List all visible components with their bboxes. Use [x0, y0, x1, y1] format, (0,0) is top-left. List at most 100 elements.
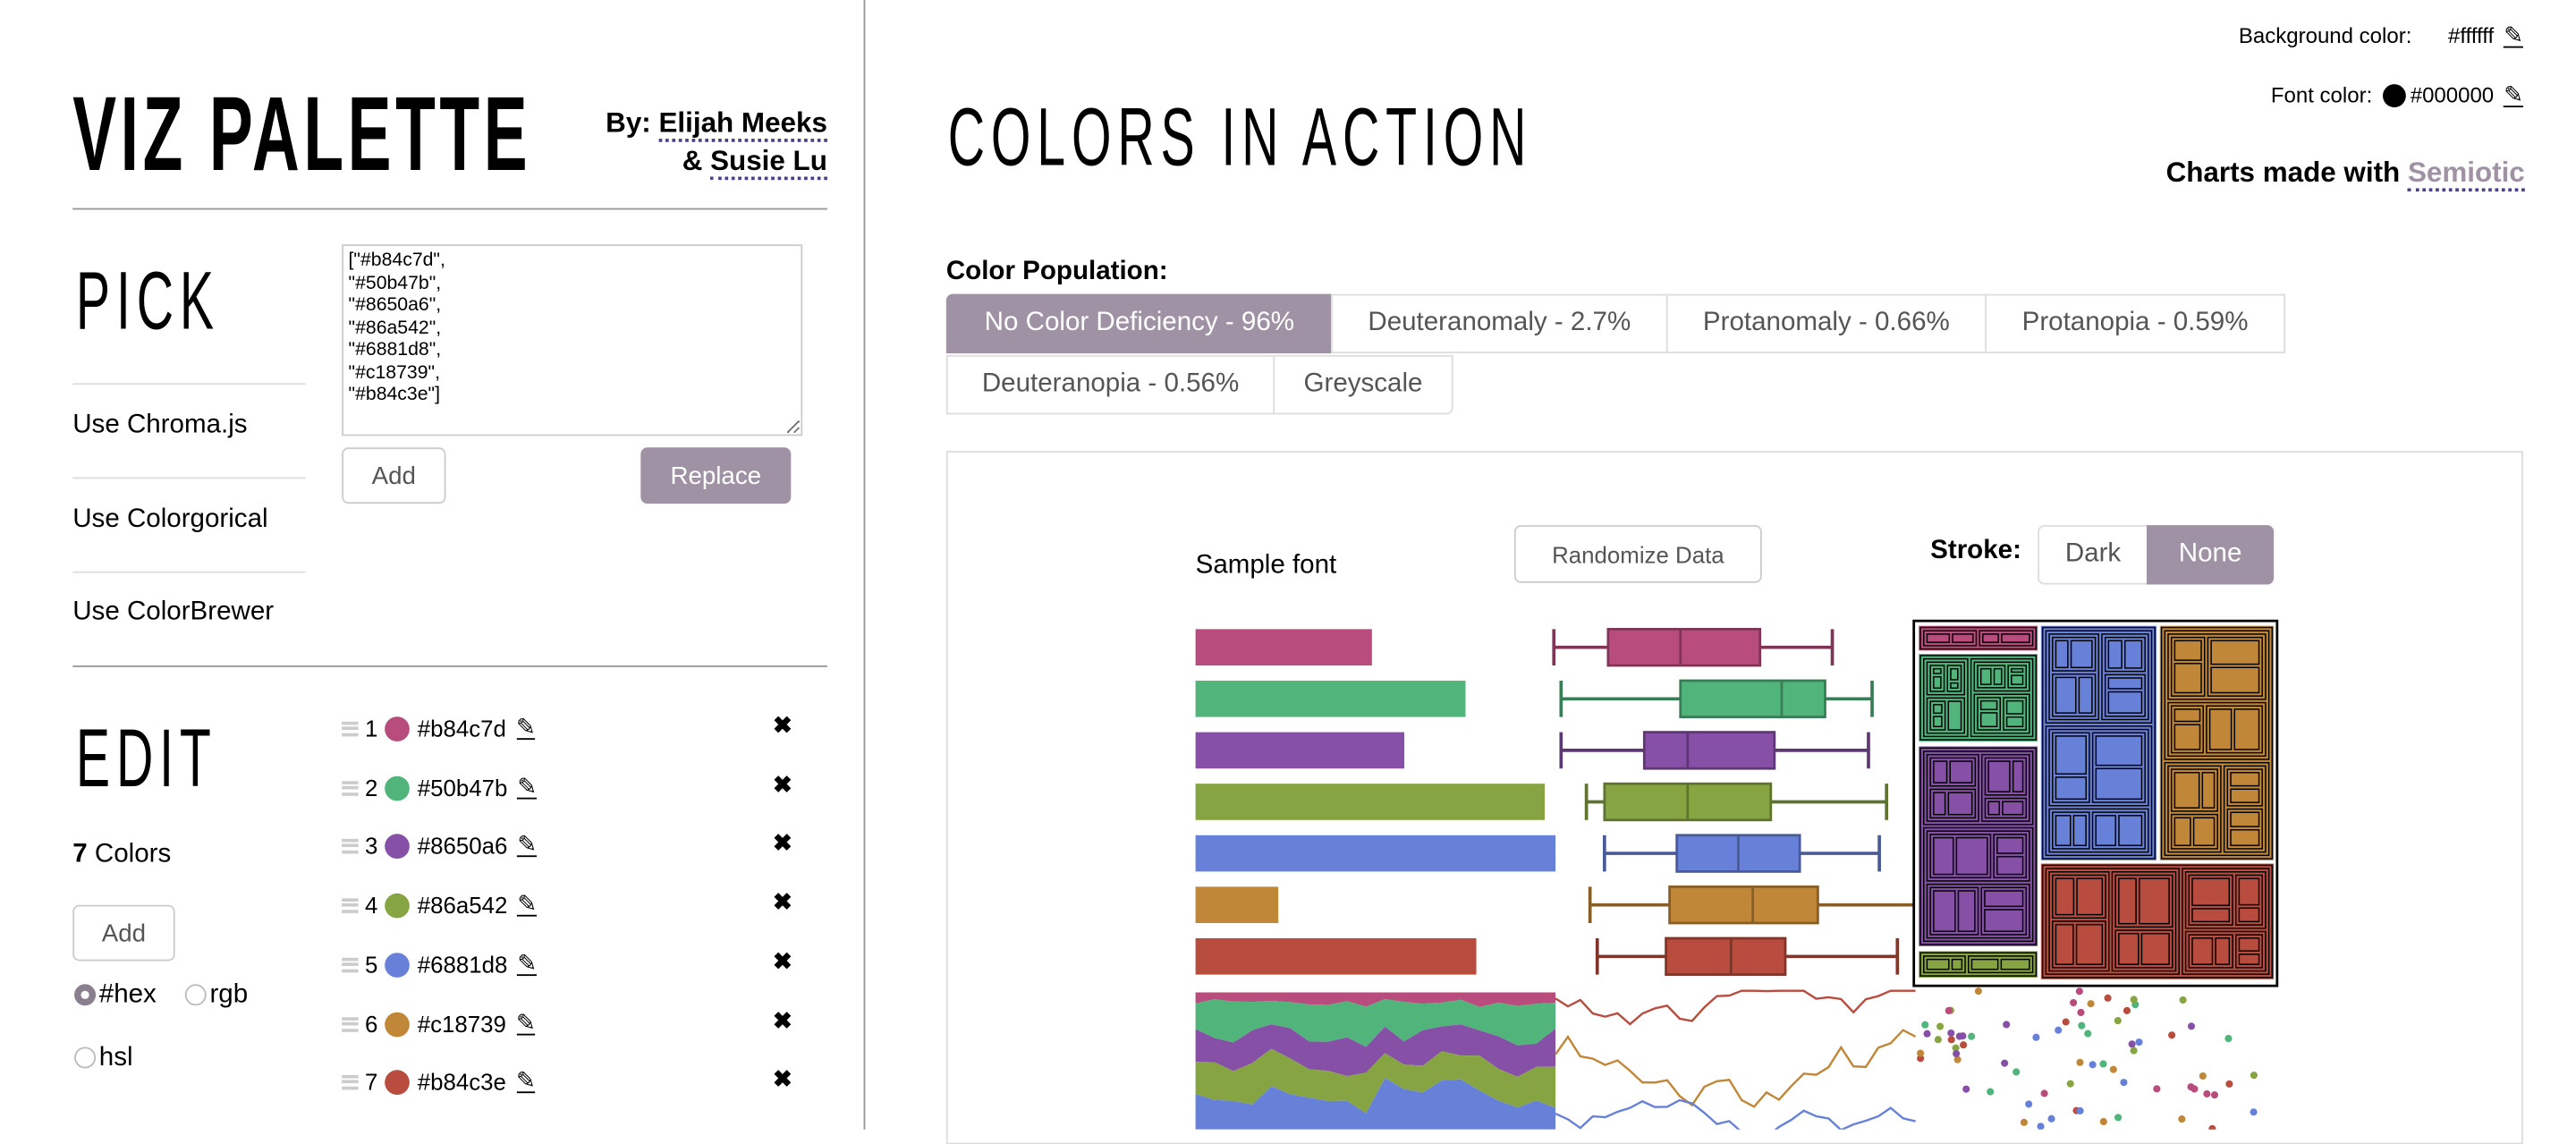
- color-swatch[interactable]: [384, 892, 410, 918]
- treemap-cell: [2095, 767, 2143, 801]
- stream-layer: [1195, 992, 1556, 1007]
- palette-textarea[interactable]: [342, 244, 803, 436]
- remove-color-icon[interactable]: ✖: [772, 771, 792, 798]
- tab-deuteranopia[interactable]: Deuteranopia - 0.56%: [945, 354, 1275, 415]
- treemap-cell: [1947, 792, 1973, 816]
- remove-color-icon[interactable]: ✖: [772, 947, 792, 975]
- color-hex: #b84c3e: [417, 1068, 506, 1095]
- drag-handle-icon[interactable]: [342, 837, 359, 853]
- treemap-cell: [2107, 677, 2143, 690]
- author-link-susie[interactable]: Susie Lu: [710, 145, 827, 181]
- treemap-cell: [1926, 958, 1950, 970]
- pencil-icon[interactable]: ✎: [517, 830, 538, 858]
- treemap-cell: [2235, 934, 2263, 969]
- treemap-cell: [1923, 630, 1978, 647]
- use-chroma-link[interactable]: Use Chroma.js: [72, 411, 248, 440]
- treemap-cell: [2174, 663, 2202, 694]
- pick-add-button[interactable]: Add: [342, 447, 446, 504]
- color-index: 6: [364, 1010, 378, 1038]
- treemap-cell: [2052, 673, 2097, 717]
- color-row: 2 #50b47b ✎: [342, 771, 538, 804]
- scatter-point: [1953, 1049, 1961, 1058]
- treemap-cell: [1951, 958, 1963, 970]
- drag-handle-icon[interactable]: [342, 1016, 359, 1031]
- treemap-cell: [2052, 920, 2106, 969]
- treemap-cell: [2167, 765, 2222, 853]
- drag-handle-icon[interactable]: [342, 897, 359, 912]
- scatter-point: [2104, 994, 2112, 1002]
- treemap-cell: [2188, 874, 2233, 926]
- radio-rgb[interactable]: [184, 984, 207, 1006]
- pencil-icon[interactable]: ✎: [515, 1066, 536, 1094]
- treemap-cell: [2052, 874, 2106, 919]
- remove-color-icon[interactable]: ✖: [772, 1064, 792, 1092]
- scatter-point: [1945, 1006, 1953, 1015]
- format-rgb[interactable]: rgb: [184, 981, 248, 1011]
- treemap-cell: [2238, 937, 2260, 952]
- pencil-icon[interactable]: ✎: [2504, 21, 2523, 47]
- treemap-cell: [2072, 815, 2087, 846]
- pencil-icon[interactable]: ✎: [515, 713, 536, 741]
- treemap-cell: [1979, 712, 1998, 728]
- color-swatch[interactable]: [384, 952, 410, 977]
- remove-color-icon[interactable]: ✖: [772, 828, 792, 856]
- drag-handle-icon[interactable]: [342, 720, 359, 736]
- scatter-point: [2032, 1033, 2040, 1041]
- remove-color-icon[interactable]: ✖: [772, 1007, 792, 1034]
- treemap-cell: [2174, 708, 2201, 723]
- sample-font: Sample font: [1195, 551, 1337, 580]
- treemap-cell: [2118, 933, 2140, 965]
- pencil-icon[interactable]: ✎: [517, 772, 538, 800]
- drag-handle-icon[interactable]: [342, 1073, 359, 1089]
- color-swatch[interactable]: [384, 1011, 410, 1037]
- scatter-point: [2130, 1047, 2138, 1055]
- drag-handle-icon[interactable]: [342, 780, 359, 795]
- treemap-cell: [2184, 930, 2267, 972]
- treemap-cell: [1919, 747, 2038, 945]
- color-index: 5: [364, 951, 378, 978]
- drag-handle-icon[interactable]: [342, 956, 359, 972]
- color-hex: #6881d8: [417, 951, 508, 978]
- tab-greyscale[interactable]: Greyscale: [1273, 354, 1453, 415]
- remove-color-icon[interactable]: ✖: [772, 888, 792, 915]
- color-swatch[interactable]: [384, 1069, 410, 1095]
- scatter-point: [2250, 1072, 2258, 1080]
- treemap-cell: [1968, 955, 2034, 974]
- color-swatch[interactable]: [384, 716, 410, 741]
- author-link-elijah[interactable]: Elijah Meeks: [658, 106, 827, 142]
- use-colorgorical-link[interactable]: Use Colorgorical: [72, 504, 268, 534]
- scatter-point: [2109, 1065, 2117, 1073]
- scatter-point: [1947, 1036, 1955, 1044]
- color-index: 2: [364, 774, 378, 801]
- treemap-cell: [1933, 890, 1956, 932]
- format-hex[interactable]: #hex: [74, 981, 157, 1011]
- color-swatch[interactable]: [384, 775, 410, 801]
- color-hex: #50b47b: [417, 774, 508, 801]
- tab-protanopia[interactable]: Protanopia - 0.59%: [1985, 293, 2286, 354]
- replace-button[interactable]: Replace: [640, 447, 792, 504]
- remove-color-icon[interactable]: ✖: [772, 711, 792, 739]
- pencil-icon[interactable]: ✎: [515, 1008, 536, 1036]
- stroke-none-button[interactable]: None: [2146, 525, 2275, 585]
- tab-no-color-deficiency[interactable]: No Color Deficiency - 96%: [945, 293, 1333, 354]
- randomize-data-button[interactable]: Randomize Data: [1513, 525, 1762, 583]
- use-colorbrewer-link[interactable]: Use ColorBrewer: [72, 597, 275, 626]
- tab-deuteranomaly[interactable]: Deuteranomaly - 2.7%: [1330, 293, 1668, 354]
- treemap-cell: [2052, 636, 2097, 672]
- semiotic-link[interactable]: Semiotic: [2408, 157, 2525, 192]
- format-hex-label: #hex: [98, 980, 157, 1009]
- stroke-dark-button[interactable]: Dark: [2038, 525, 2148, 585]
- treemap-cell: [2095, 735, 2143, 767]
- pencil-icon[interactable]: ✎: [517, 949, 538, 977]
- scatter-point: [1953, 1055, 1962, 1063]
- pencil-icon[interactable]: ✎: [517, 890, 538, 917]
- radio-hsl[interactable]: [74, 1047, 97, 1069]
- pencil-icon[interactable]: ✎: [2504, 80, 2523, 107]
- scatter-point: [2123, 1006, 2131, 1014]
- scatter-point: [2037, 1123, 2045, 1130]
- color-swatch[interactable]: [384, 833, 410, 859]
- treemap-cell: [2091, 732, 2146, 803]
- radio-hex[interactable]: [74, 984, 97, 1006]
- edit-add-button[interactable]: Add: [72, 904, 175, 962]
- format-hsl[interactable]: hsl: [74, 1044, 133, 1073]
